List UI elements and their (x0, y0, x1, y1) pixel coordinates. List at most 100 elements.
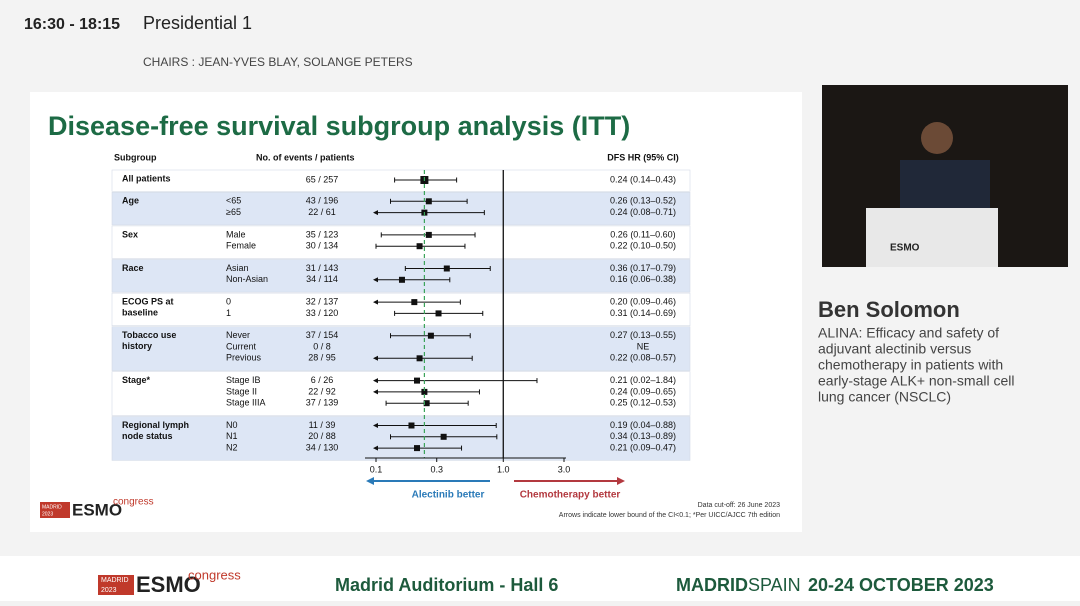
talk-line: ALINA: Efficacy and safety of (818, 325, 999, 341)
subgroup-label: Asian (226, 263, 249, 273)
column-header: DFS HR (95% CI) (607, 152, 679, 162)
talk-line: chemotherapy in patients with (818, 357, 1003, 373)
arrowhead (366, 477, 374, 485)
subgroup-label: N2 (226, 442, 238, 452)
chairs: CHAIRS : JEAN-YVES BLAY, SOLANGE PETERS (143, 55, 413, 69)
hr-point (408, 422, 415, 429)
group-label: ECOG PS at (122, 296, 174, 306)
arrowhead (373, 355, 378, 361)
hr-label: 0.21 (0.09–0.47) (610, 442, 676, 452)
session-name: Presidential 1 (143, 13, 252, 33)
arrowhead (373, 445, 378, 451)
events: 32 / 137 (306, 296, 339, 306)
hr-label: 0.27 (0.13–0.55) (610, 330, 676, 340)
events: 43 / 196 (306, 196, 339, 206)
hr-label: 0.24 (0.08–0.71) (610, 207, 676, 217)
note: Arrows indicate lower bound of the CI<0.… (559, 512, 780, 519)
footer-city: MADRID (676, 575, 748, 595)
events: 37 / 139 (306, 398, 339, 408)
footer-band (0, 556, 1080, 601)
logo-year: 2023 (42, 511, 53, 517)
group-label: node status (122, 431, 173, 441)
group-band (111, 416, 691, 461)
subgroup-label: N1 (226, 431, 238, 441)
hr-point (411, 299, 418, 306)
logo-brand: ESMO (136, 572, 201, 597)
events: 6 / 26 (311, 375, 334, 385)
note: Data cut-off: 26 June 2023 (698, 502, 780, 509)
lectern (866, 208, 998, 267)
hr-label: 0.31 (0.14–0.69) (610, 308, 676, 318)
events: 65 / 257 (306, 174, 339, 184)
talk-line: early-stage ALK+ non-small cell (818, 373, 1015, 389)
hr-label: NE (637, 341, 650, 351)
slide-title: Disease-free survival subgroup analysis … (48, 111, 630, 141)
hr-point (414, 377, 421, 384)
events: 34 / 130 (306, 442, 339, 452)
subgroup-label: Non-Asian (226, 274, 268, 284)
arrowhead (373, 299, 378, 305)
subgroup-label: Stage II (226, 386, 257, 396)
arrowhead (373, 277, 378, 283)
slide-logo: MADRID 2023 ESMO congress (40, 497, 154, 519)
footer-logo: MADRID 2023 ESMO congress (98, 567, 241, 597)
events: 20 / 88 (308, 431, 336, 441)
subgroup-label: Current (226, 341, 257, 351)
group-band (111, 326, 691, 371)
hr-label: 0.21 (0.02–1.84) (610, 375, 676, 385)
subgroup-label: <65 (226, 196, 241, 206)
logo-box (40, 502, 70, 518)
group-band (111, 259, 691, 293)
subgroup-label: ≥65 (226, 207, 241, 217)
hr-point (416, 355, 423, 362)
hr-point (427, 332, 434, 339)
group-label: history (122, 341, 152, 351)
hr-label: 0.22 (0.08–0.57) (610, 353, 676, 363)
x-tick-label: 0.1 (370, 464, 383, 474)
hr-label: 0.36 (0.17–0.79) (610, 263, 676, 273)
group-band (111, 292, 691, 327)
events: 34 / 114 (306, 274, 338, 284)
forest-plot: All patients 65 / 257 0.24 (0.14–0.43) Age <… (111, 169, 691, 474)
group-band (111, 371, 691, 416)
hr-label: 0.24 (0.09–0.65) (610, 386, 676, 396)
logo-box (98, 575, 134, 595)
x-tick-label: 1.0 (497, 464, 510, 474)
hr-label: 0.22 (0.10–0.50) (610, 241, 676, 251)
group-label: All patients (122, 173, 171, 183)
events: 22 / 92 (308, 386, 336, 396)
footer-dates: 20-24 OCTOBER 2023 (808, 575, 994, 595)
x-tick-label: 3.0 (558, 464, 571, 474)
footer-country: SPAIN (748, 575, 801, 595)
subgroup-label: Stage IIIA (226, 398, 266, 408)
hr-point (425, 231, 432, 238)
events: 31 / 143 (306, 263, 339, 273)
hr-point (414, 445, 421, 452)
group-label: Regional lymph (122, 420, 189, 430)
arrowhead (373, 389, 378, 395)
logo-word: congress (188, 567, 241, 582)
hr-label: 0.26 (0.13–0.52) (610, 196, 676, 206)
hr-label: 0.19 (0.04–0.88) (610, 420, 676, 430)
hr-point (398, 276, 405, 283)
subgroup-label: N0 (226, 420, 238, 430)
hr-point (440, 433, 447, 440)
group-label: Tobacco use (122, 330, 176, 340)
group-label: Sex (122, 229, 138, 239)
subgroup-label: Male (226, 229, 246, 239)
group-label: Age (122, 196, 139, 206)
group-band (111, 169, 691, 192)
talk-line: adjuvant alectinib versus (818, 341, 971, 357)
hr-label: 0.16 (0.06–0.38) (610, 274, 676, 284)
group-band (111, 225, 691, 259)
arrowhead (373, 423, 378, 428)
hr-label: 0.25 (0.12–0.53) (610, 398, 676, 408)
logo-year: 2023 (101, 587, 117, 594)
right-label: Chemotherapy better (520, 490, 621, 501)
arrowhead (373, 378, 378, 384)
group-label: Race (122, 263, 144, 273)
hr-point (425, 198, 432, 205)
hr-label: 0.34 (0.13–0.89) (610, 431, 676, 441)
